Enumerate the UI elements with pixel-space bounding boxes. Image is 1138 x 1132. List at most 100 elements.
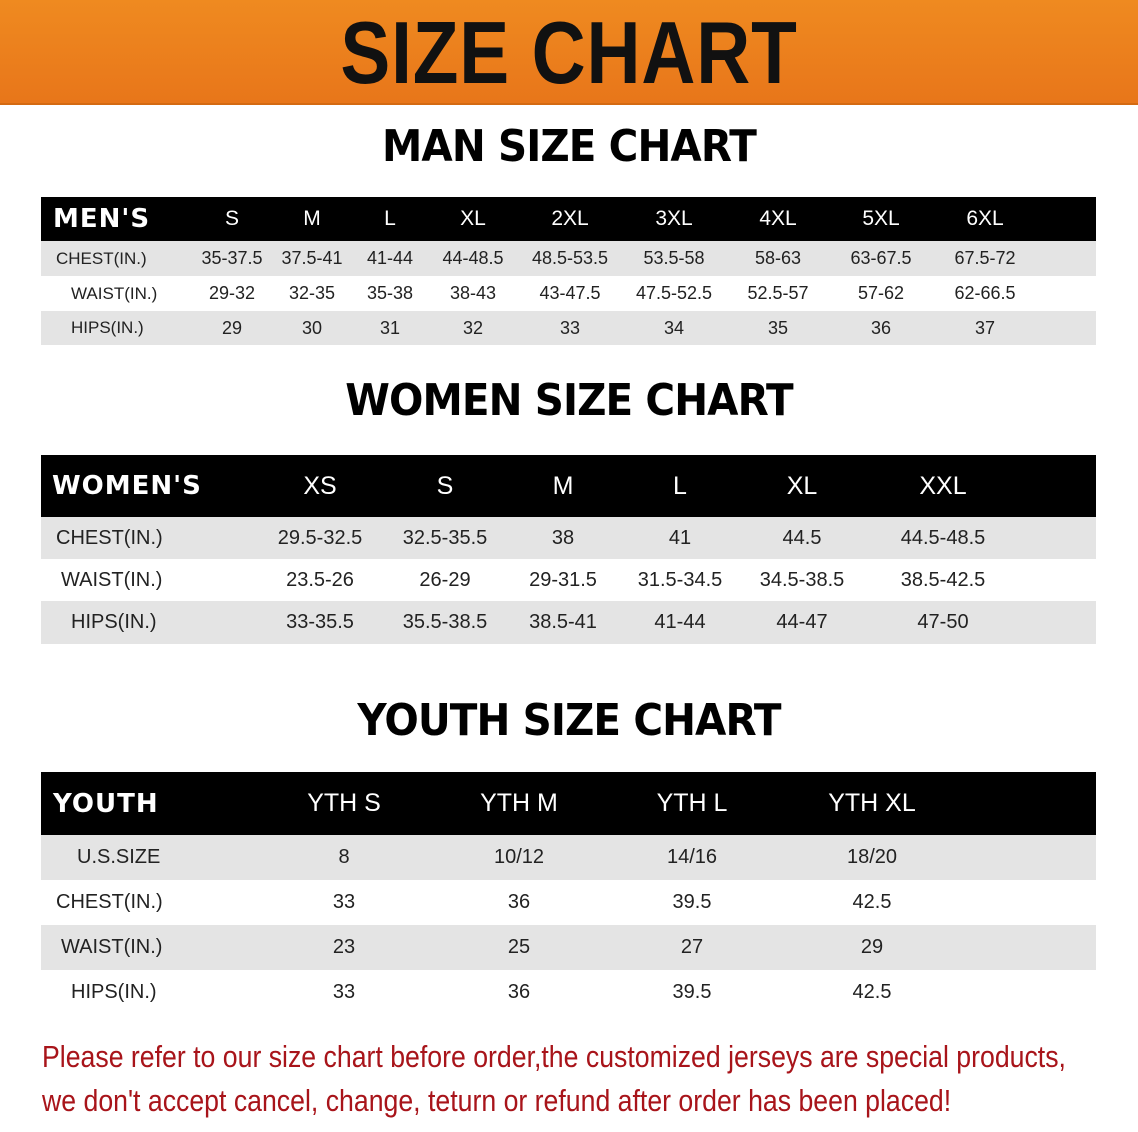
column-header: S	[436, 471, 454, 500]
table-row: WAIST(IN.) 23.5-26 26-29 29-31.5 31.5-34.5 34…	[41, 559, 1096, 601]
table-cell: 35-37.5	[201, 248, 263, 268]
table-cell: 10/12	[493, 846, 545, 868]
table-cell: 63-67.5	[850, 248, 912, 268]
column-header: YTH S	[307, 789, 381, 817]
table-cell: 27	[680, 936, 704, 958]
table-cell: 38.5-42.5	[900, 568, 986, 591]
column-header: 2XL	[551, 207, 589, 230]
column-header: 4XL	[759, 207, 797, 230]
title-banner: SIZE CHART	[0, 0, 1138, 105]
table-cell: 31.5-34.5	[637, 568, 723, 591]
table-cell: 32	[462, 317, 484, 338]
table-cell: 36	[507, 891, 531, 913]
table-cell: 47.5-52.5	[635, 283, 713, 303]
table-cell: 67.5-72	[954, 248, 1016, 268]
table-cell: 29.5-32.5	[277, 526, 363, 549]
row-label: CHEST(IN.)	[56, 248, 147, 268]
table-row: HIPS(IN.) 33 36 39.5 42.5	[41, 970, 1096, 1015]
table-cell: 38.5-41	[529, 611, 597, 633]
table-cell: 8	[338, 846, 350, 868]
women-heading: WOMEN SIZE CHART	[345, 375, 793, 426]
table-cell: 36	[870, 317, 892, 338]
column-header: XL	[460, 207, 486, 230]
table-cell: 29	[860, 936, 884, 958]
table-cell: 33	[332, 891, 356, 913]
column-header: 3XL	[655, 207, 693, 230]
table-cell: 23	[332, 936, 356, 958]
table-cell: 39.5	[672, 891, 712, 913]
men-heading: MAN SIZE CHART	[382, 121, 757, 172]
table-cell: 32-35	[288, 283, 336, 303]
table-cell: 44-48.5	[442, 248, 504, 268]
table-cell: 14/16	[666, 846, 718, 868]
table-cell: 31	[379, 317, 401, 338]
column-header: L	[673, 471, 687, 500]
table-cell: 33	[559, 317, 581, 338]
header-corner-label: MEN'S	[53, 204, 151, 234]
row-label: U.S.SIZE	[77, 846, 161, 868]
table-row: WAIST(IN.) 23 25 27 29	[41, 925, 1096, 970]
table-cell: 32.5-35.5	[402, 526, 488, 549]
table-cell: 36	[507, 981, 531, 1003]
table-cell: 29	[221, 317, 243, 338]
table-row: WAIST(IN.) 29-32 32-35 35-38 38-43 43-47.5 47.…	[41, 276, 1096, 311]
row-label: HIPS(IN.)	[71, 611, 157, 633]
table-row: U.S.SIZE 8 10/12 14/16 18/20	[41, 835, 1096, 880]
table-row: CHEST(IN.) 33 36 39.5 42.5	[41, 880, 1096, 925]
table-cell: 41	[668, 526, 692, 549]
table-cell: 41-44	[366, 248, 414, 268]
table-cell: 29-31.5	[529, 568, 597, 591]
table-cell: 41-44	[654, 611, 706, 633]
row-label: CHEST(IN.)	[56, 891, 163, 913]
table-cell: 34	[663, 317, 685, 338]
table-row: HIPS(IN.) 29 30 31 32 33 34 35 36 37	[41, 311, 1096, 345]
youth-heading: YOUTH SIZE CHART	[357, 695, 781, 746]
table-header: MEN'S S M L XL 2XL 3XL 4XL 5XL 6XL	[41, 197, 1096, 241]
table-cell: 38	[551, 526, 575, 549]
table-cell: 44.5-48.5	[900, 526, 986, 549]
table-header: YOUTH YTH S YTH M YTH L YTH XL	[41, 772, 1096, 835]
table-cell: 37.5-41	[281, 248, 343, 268]
table-cell: 33	[332, 981, 356, 1003]
table-row: CHEST(IN.) 29.5-32.5 32.5-35.5 38 41 44.5 44.5…	[41, 517, 1096, 559]
table-cell: 35	[767, 317, 789, 338]
column-header: YTH M	[480, 789, 558, 817]
notice-line-1: Please refer to our size chart before or…	[42, 1039, 1066, 1074]
table-cell: 38-43	[449, 283, 497, 303]
table-header: WOMEN'S XS S M L XL XXL	[41, 455, 1096, 517]
column-header: XS	[303, 471, 337, 500]
table-cell: 42.5	[852, 891, 892, 913]
table-cell: 29-32	[208, 283, 256, 303]
row-label: WAIST(IN.)	[61, 568, 163, 591]
table-cell: 25	[507, 936, 531, 958]
table-cell: 18/20	[846, 846, 898, 868]
notice-line-2: we don't accept cancel, change, teturn o…	[42, 1083, 952, 1118]
table-row: CHEST(IN.) 35-37.5 37.5-41 41-44 44-48.5 48.5…	[41, 241, 1096, 276]
table-cell: 33-35.5	[286, 611, 354, 633]
column-header: 5XL	[862, 207, 900, 230]
table-cell: 52.5-57	[747, 283, 809, 303]
column-header: M	[552, 471, 574, 500]
column-header: S	[224, 207, 240, 230]
table-cell: 35-38	[366, 283, 414, 303]
column-header: YTH L	[656, 789, 728, 817]
column-header: 6XL	[966, 207, 1004, 230]
column-header: XL	[786, 471, 818, 500]
column-header: XXL	[919, 471, 967, 500]
table-cell: 39.5	[672, 981, 712, 1003]
table-cell: 58-63	[754, 248, 802, 268]
table-cell: 23.5-26	[286, 568, 354, 591]
column-header: M	[303, 207, 321, 230]
table-cell: 44.5	[782, 526, 822, 549]
table-cell: 26-29	[419, 568, 471, 591]
table-cell: 34.5-38.5	[759, 568, 845, 591]
header-corner-label: WOMEN'S	[52, 471, 202, 501]
row-label: WAIST(IN.)	[71, 283, 158, 303]
row-label: HIPS(IN.)	[71, 318, 144, 337]
header-corner-label: YOUTH	[53, 788, 159, 819]
row-label: WAIST(IN.)	[61, 936, 163, 958]
column-header: L	[384, 207, 396, 230]
table-cell: 53.5-58	[643, 248, 705, 268]
table-cell: 48.5-53.5	[531, 248, 609, 268]
